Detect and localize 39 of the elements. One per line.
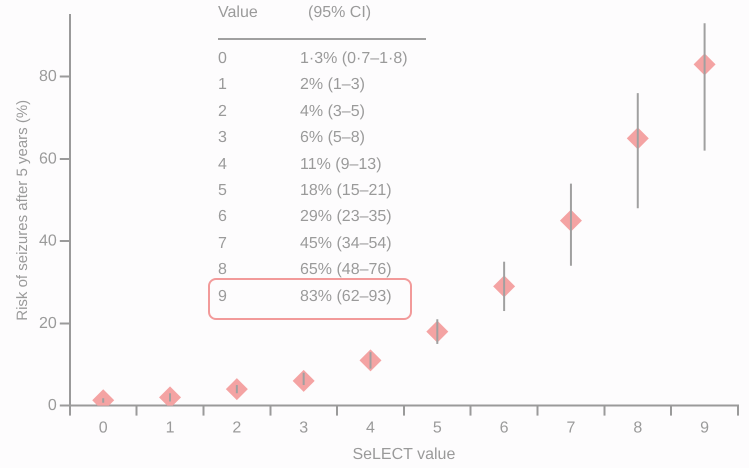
y-tick-label: 60 xyxy=(39,150,57,168)
annotation: 2% (1–3) xyxy=(300,76,365,94)
category-label: 3 xyxy=(218,129,227,146)
annotation: 1·3% (0·7–1·8) xyxy=(300,50,408,68)
x-tick-label: 2 xyxy=(232,420,242,437)
x-tick-label: 5 xyxy=(432,420,442,437)
x-tick-label: 7 xyxy=(566,420,576,437)
annotation: 83% (62–93) xyxy=(300,288,392,306)
category-label: 1 xyxy=(218,76,227,94)
annotation: 65% (48–76) xyxy=(300,261,392,280)
x-tick-label: 1 xyxy=(166,420,175,437)
y-tick-label: 80 xyxy=(39,68,57,86)
annotation: 6% (5–8) xyxy=(300,129,365,148)
category-label: 8 xyxy=(218,261,227,278)
annotation: 11% (9–13) xyxy=(300,156,382,174)
category-label: 2 xyxy=(218,102,227,120)
y-tick-label: 0 xyxy=(48,397,57,414)
x-tick-label: 4 xyxy=(366,420,376,437)
x-tick-label: 3 xyxy=(299,420,308,437)
x-tick-label: 8 xyxy=(633,420,642,437)
x-tick-label: 6 xyxy=(500,420,509,437)
annotation: 4% (3–5) xyxy=(300,102,365,121)
category-label: 5 xyxy=(218,182,227,199)
y-tick-label: 40 xyxy=(39,232,57,250)
category-label: 6 xyxy=(218,208,227,226)
annotation: Value xyxy=(218,4,258,22)
category-label: 0 xyxy=(218,50,227,67)
y-tick-label: 20 xyxy=(39,314,57,332)
x-tick-label: 0 xyxy=(98,420,108,437)
category-label: 7 xyxy=(218,234,227,252)
annotation: 18% (15–21) xyxy=(300,182,392,200)
annotation: 29% (23–35) xyxy=(300,208,392,226)
x-tick-label: 9 xyxy=(700,420,710,437)
annotation: (95% CI) xyxy=(308,4,372,22)
annotation: 45% (34–54) xyxy=(300,234,392,253)
x-axis-title: SeLECT value xyxy=(352,446,456,463)
y-axis-title: Risk of seizures after 5 years (%) xyxy=(14,100,32,321)
category-label: 9 xyxy=(218,288,227,305)
category-label: 4 xyxy=(218,156,227,173)
